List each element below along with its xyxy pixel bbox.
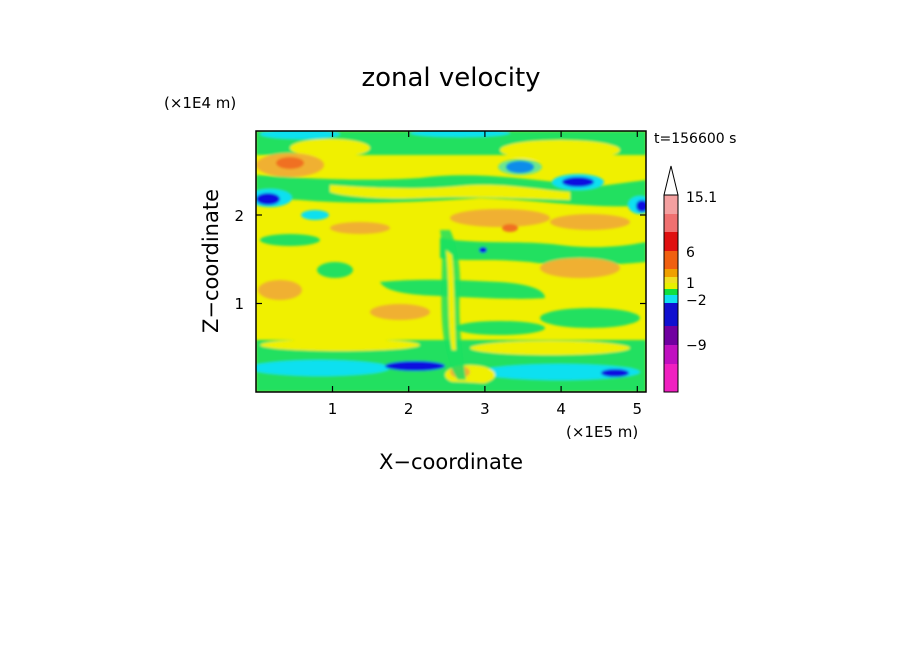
patch-orange-4 [540, 258, 620, 278]
y-tick-label: 2 [234, 207, 244, 225]
patch-yellow-bottom-2 [470, 341, 630, 355]
patch-dark-orange-mid [502, 224, 518, 232]
x-tick-label: 1 [328, 400, 338, 418]
turbulent-column-yellow [446, 250, 456, 350]
time-label: t=156600 s [654, 131, 736, 147]
patch-cyan-bottom-2 [480, 364, 640, 380]
plot-frame [255, 130, 647, 393]
patch-yellow-bottom-1 [260, 339, 420, 351]
band-green-mid [440, 238, 646, 266]
x-tick-label: 3 [480, 400, 490, 418]
x-tick-label: 5 [633, 400, 643, 418]
colorbar-swatch [664, 195, 678, 214]
axis-ticks [256, 131, 646, 392]
colorbar-swatch [664, 251, 678, 269]
x-unit-label: (×1E5 m) [566, 423, 638, 441]
y-tick-label: 1 [234, 295, 244, 313]
colorbar-swatch [664, 345, 678, 364]
colorbar-swatch [664, 214, 678, 232]
colorbar-label: 6 [686, 245, 695, 261]
patch-cyan-1 [498, 159, 542, 175]
x-tick-label: 2 [404, 400, 414, 418]
colorbar-swatch [664, 326, 678, 345]
colorbar-swatch [664, 269, 678, 277]
patch-orange-mid-1 [450, 209, 550, 227]
patch-orange-mid-3 [330, 222, 390, 234]
patch-green-low-2 [540, 308, 640, 328]
patch-blue-left [256, 193, 280, 205]
colorbar-swatch [664, 283, 678, 289]
colorbar-swatch [664, 232, 678, 251]
colorbar-swatch [664, 295, 678, 303]
colorbar-frame [663, 194, 679, 393]
colorbar [663, 165, 679, 393]
colorbar-swatch [664, 289, 678, 295]
patch-orange-low-left [258, 280, 302, 300]
patch-green-mid-left [260, 234, 320, 246]
patch-green-bottom-edge [300, 381, 500, 391]
patch-yellow-2 [500, 140, 620, 160]
patch-top-cyan [260, 131, 340, 139]
patch-dark-orange-upper-left [276, 157, 304, 169]
band-yellow-upper [330, 184, 570, 200]
colorbar-label: 1 [686, 276, 695, 292]
heatmap-field [256, 131, 646, 392]
patch-blue-bottom-1 [385, 361, 445, 371]
y-unit-label: (×1E4 m) [164, 94, 236, 112]
colorbar-label: 15.1 [686, 190, 717, 206]
patch-orange-low-mid [370, 304, 430, 320]
colorbar-swatch [664, 364, 678, 392]
y-axis-label: Z−coordinate [199, 189, 223, 333]
x-tick-label: 4 [556, 400, 566, 418]
colorbar-arrow [663, 165, 679, 196]
patch-green-low-3 [455, 321, 545, 335]
patch-blue-small [479, 247, 487, 253]
patch-cyan-3 [301, 210, 329, 220]
colorbar-label: −2 [686, 293, 707, 309]
patch-blue-2 [562, 177, 594, 187]
patch-blue-right [636, 200, 646, 212]
colorbar-label: −9 [686, 338, 707, 354]
chart-title: zonal velocity [361, 63, 540, 93]
colorbar-swatch [664, 303, 678, 326]
x-axis-label: X−coordinate [379, 450, 523, 474]
patch-green-3 [317, 262, 353, 278]
band-green-low-1 [380, 279, 545, 299]
patch-yellow-1 [290, 139, 370, 157]
patch-top-cyan-2 [410, 131, 510, 137]
colorbar-swatch [664, 277, 678, 283]
patch-cyan-bottom-1 [256, 360, 390, 376]
patch-blue-bottom-2 [601, 369, 629, 377]
patch-orange-mid-2 [550, 214, 630, 230]
